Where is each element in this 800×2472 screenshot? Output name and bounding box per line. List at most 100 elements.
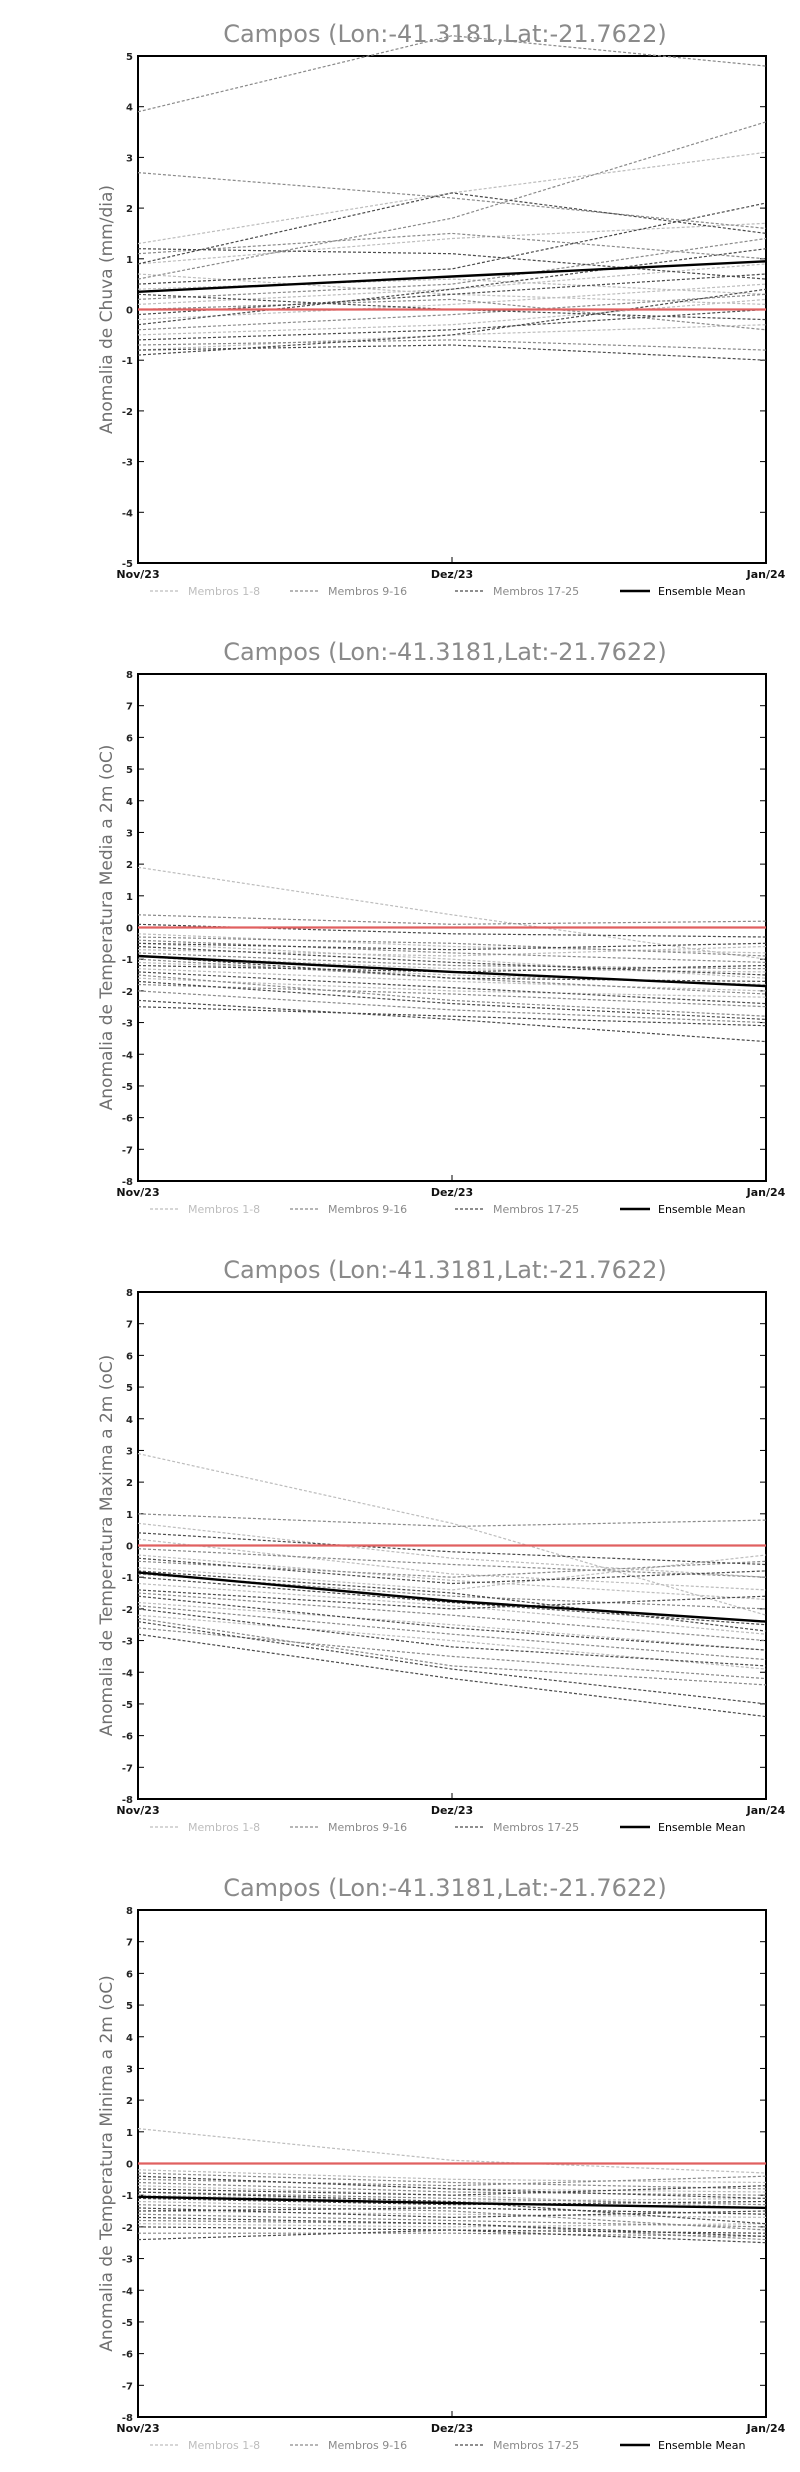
member-line: Membro 23 [137, 293, 767, 321]
member-line: Membro 23 [137, 2216, 767, 2237]
y-tick-label: -3 [122, 458, 133, 469]
y-tick-label: -8 [122, 2413, 133, 2424]
y-tick-label: 4 [126, 2033, 133, 2044]
x-tick-label: Nov/23 [116, 568, 159, 581]
legend-label: Ensemble Mean [658, 585, 745, 598]
member-line: Membro 10 [137, 172, 767, 229]
member-line: Membro 21 [137, 308, 767, 341]
y-tick-label: 2 [126, 204, 133, 215]
member-line: Membro 22 [137, 344, 767, 361]
member-line: Membro 3 [137, 1554, 767, 1600]
y-tick-label: 6 [126, 1351, 133, 1362]
member-line: Membro 2 [137, 933, 767, 954]
member-line: Membro 9 [137, 1513, 767, 1528]
legend-label: Membros 17-25 [493, 2439, 579, 2452]
legend-label: Membros 1-8 [188, 2439, 260, 2452]
x-tick-label: Dez/23 [431, 1804, 473, 1817]
member-line: Membro 6 [137, 263, 767, 305]
y-tick-label: -3 [122, 2255, 133, 2266]
legend-label: Membros 17-25 [493, 1821, 579, 1834]
chart-title: Campos (Lon:-41.3181,Lat:-21.7622) [223, 20, 667, 48]
member-line: Membro 14 [137, 2181, 767, 2196]
member-line: Membro 7 [137, 2169, 767, 2184]
member-line: Membro 9 [137, 2175, 767, 2187]
member-line: Membro 15 [137, 936, 767, 957]
chart-panel-mean-temperature: Campos (Lon:-41.3181,Lat:-21.7622) Anomal… [0, 618, 800, 1236]
chart-panel-max-temperature: Campos (Lon:-41.3181,Lat:-21.7622) Anomal… [0, 1236, 800, 1854]
member-line: Membro 13 [137, 237, 767, 300]
y-tick-label: 7 [126, 702, 133, 713]
member-line: Membro 16 [137, 2172, 767, 2190]
y-tick-label: 8 [126, 670, 133, 681]
y-tick-label: -4 [122, 1050, 133, 1061]
member-line: Membro 9 [137, 35, 767, 113]
legend-label: Membros 9-16 [328, 1821, 407, 1834]
legend-label: Membros 9-16 [328, 1203, 407, 1216]
member-line: Membro 12 [137, 974, 767, 1017]
member-line: Membro 25 [137, 1570, 767, 1632]
chart-svg: Campos (Lon:-41.3181,Lat:-21.7622) Anomal… [97, 20, 786, 598]
legend-label: Membros 17-25 [493, 585, 579, 598]
member-line: Membro 17 [137, 999, 767, 1043]
member-line: Membro 3 [137, 955, 767, 973]
y-tick-label: -5 [122, 1082, 133, 1093]
y-tick-label: -8 [122, 1795, 133, 1806]
member-line: Membro 1 [137, 1453, 767, 1616]
member-line: Membro 2 [137, 222, 767, 265]
member-line: Membro 1 [137, 866, 767, 960]
x-tick-label: Jan/24 [746, 1186, 786, 1199]
y-tick-label: -2 [122, 987, 133, 998]
x-tick-label: Nov/23 [116, 1186, 159, 1199]
ensemble-mean-line: Ensemble Mean [137, 1571, 767, 1623]
member-line: Membro 1 [137, 151, 767, 245]
x-tick-label: Jan/24 [746, 2422, 786, 2435]
member-line: Membro 12 [138, 2232, 767, 2237]
member-line: Membro 19 [137, 1589, 767, 1610]
y-tick-label: 4 [126, 1415, 133, 1426]
member-line: Membro 25 [137, 2207, 767, 2215]
y-tick-label: 2 [126, 860, 133, 871]
member-line: Membro 1 [137, 2128, 767, 2174]
member-line: Membro 12 [137, 121, 767, 280]
y-tick-label: 7 [126, 1938, 133, 1949]
member-line: Membro 16 [137, 1617, 767, 1686]
y-tick-label: 1 [126, 1510, 133, 1521]
member-line: Membro 14 [137, 293, 767, 331]
chart-svg: Campos (Lon:-41.3181,Lat:-21.7622) Anomal… [97, 638, 786, 1216]
member-line: Membro 10 [137, 1560, 767, 1578]
member-line: Membro 2 [137, 1522, 767, 1578]
member-line: Membro 2 [137, 2175, 767, 2193]
member-line: Membro 21 [137, 1557, 767, 1585]
y-axis-label: Anomalia de Temperatura Media a 2m (oC) [97, 745, 117, 1111]
member-line: Membro 25 [137, 923, 767, 938]
y-tick-label: -7 [122, 1145, 133, 1156]
member-line: Membro 19 [137, 2185, 767, 2196]
member-line: Membro 5 [137, 2185, 767, 2209]
y-tick-label: 0 [126, 1542, 133, 1553]
y-tick-label: 0 [126, 2160, 133, 2171]
y-tick-label: -6 [122, 1114, 133, 1125]
y-tick-label: -3 [122, 1637, 133, 1648]
member-line: Membro 16 [137, 983, 767, 1008]
y-tick-label: 8 [126, 1288, 133, 1299]
member-line: Membro 15 [137, 339, 767, 351]
y-tick-label: -2 [122, 407, 133, 418]
y-tick-label: 1 [126, 2128, 133, 2139]
y-tick-label: 0 [126, 924, 133, 935]
y-tick-label: -5 [122, 2318, 133, 2329]
y-axis-label: Anomalia de Temperatura Maxima a 2m (oC) [97, 1355, 117, 1737]
legend-label: Ensemble Mean [658, 1821, 745, 1834]
y-tick-label: 2 [126, 2096, 133, 2107]
y-tick-label: -4 [122, 508, 133, 519]
member-line: Membro 13 [137, 2213, 767, 2228]
chart-title: Campos (Lon:-41.3181,Lat:-21.7622) [223, 638, 667, 666]
y-tick-label: 3 [126, 828, 133, 839]
y-tick-label: -1 [122, 356, 133, 367]
y-tick-label: -6 [122, 2350, 133, 2361]
y-tick-label: 8 [126, 1906, 133, 1917]
x-tick-label: Nov/23 [116, 1804, 159, 1817]
member-line: Membro 8 [137, 1538, 767, 1591]
member-line: Membro 17 [137, 2229, 767, 2244]
member-line: Membro 6 [137, 2223, 767, 2228]
member-line: Membro 17 [137, 192, 767, 265]
